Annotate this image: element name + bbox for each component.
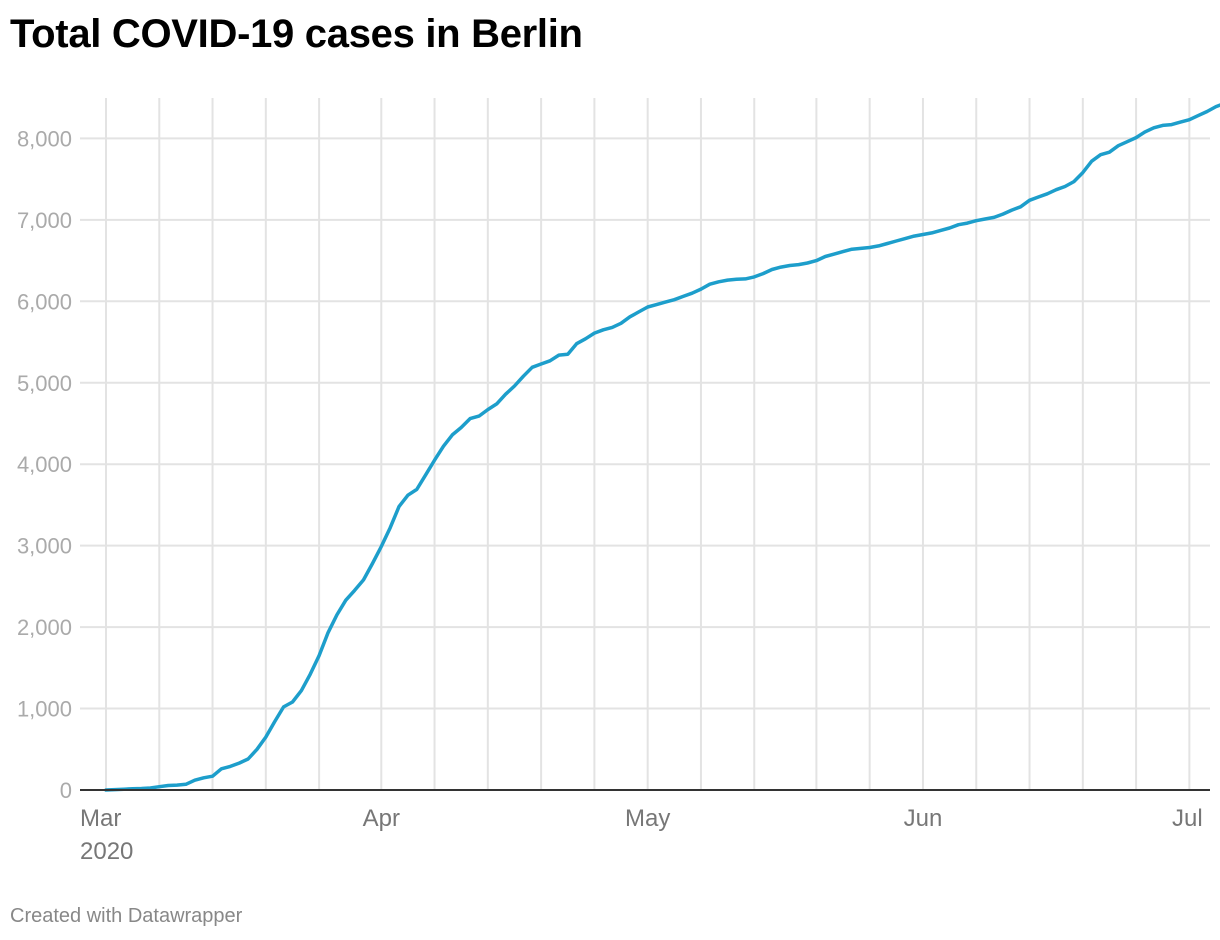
y-tick-label: 4,000 xyxy=(17,452,72,477)
x-tick-label: Mar xyxy=(80,805,121,832)
y-tick-label: 0 xyxy=(60,778,72,803)
y-tick-label: 5,000 xyxy=(17,371,72,396)
y-tick-label: 1,000 xyxy=(17,697,72,722)
y-tick-label: 8,000 xyxy=(17,126,72,151)
x-tick-sublabel: 2020 xyxy=(80,838,133,865)
y-tick-label: 6,000 xyxy=(17,289,72,314)
horizontal-gridlines xyxy=(80,137,1210,710)
x-tick-label: Apr xyxy=(363,805,400,832)
x-axis: Mar 2020 Apr May Jun Jul xyxy=(80,805,1203,865)
vertical-gridlines xyxy=(105,98,1191,790)
chart-title: Total COVID-19 cases in Berlin xyxy=(10,12,583,56)
y-axis: 0 1,000 2,000 3,000 4,000 5,000 6,000 7,000 8,00… xyxy=(17,126,72,803)
y-tick-label: 2,000 xyxy=(17,615,72,640)
y-tick-label: 3,000 xyxy=(17,534,72,559)
attribution-footer: Created with Datawrapper xyxy=(10,905,243,927)
series-line-total-cases xyxy=(104,103,1220,792)
x-tick-label: May xyxy=(625,805,670,832)
x-tick-label: Jun xyxy=(904,805,943,832)
y-tick-label: 7,000 xyxy=(17,208,72,233)
series-layer xyxy=(104,103,1220,792)
x-tick-label: Jul xyxy=(1172,805,1203,832)
